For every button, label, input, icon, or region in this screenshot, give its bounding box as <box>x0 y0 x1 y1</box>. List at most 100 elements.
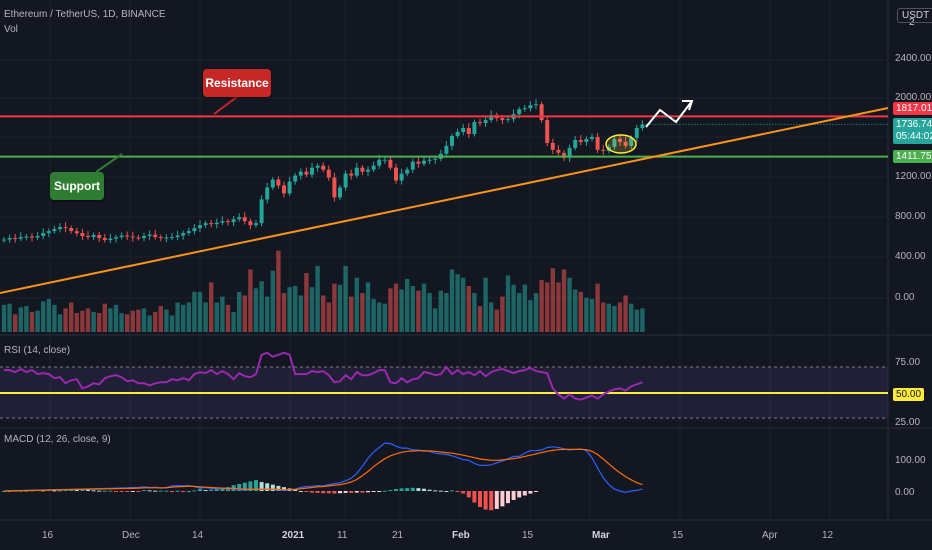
macd-hist-bar <box>371 491 376 492</box>
volume-bar <box>63 308 68 332</box>
candle-body <box>186 231 191 234</box>
support-callout[interactable]: Support <box>50 172 104 200</box>
volume-bar <box>438 290 443 332</box>
volume-bar <box>125 314 130 332</box>
candle-body <box>472 122 477 134</box>
volume-bar <box>69 302 74 332</box>
macd-hist-bar <box>399 488 404 491</box>
macd-hist-bar <box>125 491 130 492</box>
volume-bar <box>130 310 135 332</box>
macd-hist-bar <box>522 491 527 496</box>
rsi-50-badge: 50.00 <box>893 388 925 401</box>
candle-body <box>410 161 415 170</box>
macd-hist-bar <box>382 490 387 492</box>
price-axis-tick: 800.00 <box>895 211 926 222</box>
macd-hist-bar <box>405 488 410 491</box>
macd-hist-bar <box>489 491 494 511</box>
currency-button[interactable]: USDT <box>897 8 932 23</box>
support-pointer <box>95 153 123 173</box>
candle-body <box>30 236 34 238</box>
volume-bar <box>298 295 303 332</box>
candle-body <box>2 239 6 241</box>
volume-bar <box>640 308 645 332</box>
candle-body <box>24 236 29 238</box>
candle-body <box>326 169 331 178</box>
ascending-trendline <box>0 107 889 294</box>
candle-body <box>388 159 393 168</box>
macd-hist-bar <box>158 490 163 492</box>
volume-bar <box>589 298 595 332</box>
macd-hist-bar <box>343 491 348 493</box>
time-axis-tick: 12 <box>822 530 834 541</box>
volume-bar <box>231 311 236 332</box>
volume-bar <box>472 293 477 332</box>
candle-body <box>321 165 326 170</box>
candle-body <box>52 229 57 232</box>
candle-body <box>612 138 617 147</box>
resistance-callout[interactable]: Resistance <box>203 69 271 97</box>
candle-body <box>360 167 365 172</box>
candle-body <box>634 128 639 138</box>
time-axis-tick: Mar <box>592 530 610 541</box>
candle-body <box>556 149 561 153</box>
candle-body <box>371 165 376 170</box>
volume-bar <box>416 290 421 332</box>
macd-hist-bar <box>108 490 113 492</box>
volume-bar <box>550 268 555 332</box>
price-axis-tick: 0.00 <box>895 292 915 303</box>
candle-body <box>500 118 505 121</box>
candle-body <box>259 199 264 224</box>
candle-body <box>394 167 398 181</box>
volume-bar <box>477 306 483 332</box>
candle-body <box>534 104 538 106</box>
macd-hist-bar <box>74 490 79 492</box>
candle-body <box>444 145 449 154</box>
volume-bar <box>612 306 617 332</box>
candle-body <box>46 231 51 234</box>
candle-body <box>433 158 438 160</box>
candle-body <box>97 235 102 239</box>
candle-body <box>478 122 482 124</box>
macd-label: MACD (12, 26, close, 9) <box>4 434 111 445</box>
candle-body <box>567 147 572 158</box>
volume-bar <box>192 291 197 332</box>
candle-body <box>114 237 118 239</box>
macd-hist-bar <box>483 491 488 510</box>
candle-body <box>405 169 410 174</box>
macd-hist-bar <box>517 491 522 498</box>
macd-hist-bar <box>354 491 359 493</box>
volume-bar <box>97 313 102 332</box>
volume-bar <box>561 269 567 332</box>
volume-bar <box>584 297 589 332</box>
candle-body <box>175 235 180 238</box>
volume-bar <box>181 304 186 332</box>
volume-bar <box>545 282 550 332</box>
volume-bar <box>595 283 600 332</box>
current-price: 1736.74 <box>896 119 932 130</box>
volume-bar <box>427 293 432 332</box>
macd-hist-bar <box>332 491 337 494</box>
volume-bar <box>505 275 511 332</box>
volume-bar <box>455 274 460 332</box>
candle-body <box>237 217 242 220</box>
candle-body <box>58 227 62 230</box>
macd-hist-bar <box>472 491 477 503</box>
macd-hist-bar <box>192 490 197 492</box>
macd-hist-bar <box>41 490 46 492</box>
candle-body <box>287 181 292 194</box>
rsi-label: RSI (14, close) <box>4 345 71 356</box>
volume-bar <box>410 285 415 332</box>
candle-body <box>192 228 197 232</box>
volume-bar <box>466 285 471 332</box>
volume-bar <box>371 298 376 332</box>
volume-bar <box>153 311 158 332</box>
volume-bar <box>483 277 488 332</box>
volume-bar <box>500 296 505 332</box>
candle-body <box>573 139 578 148</box>
candle-body <box>74 231 79 234</box>
macd-hist-bar <box>220 488 225 491</box>
candle-body <box>153 234 158 238</box>
volume-bar <box>533 293 539 332</box>
candle-body <box>349 173 354 176</box>
